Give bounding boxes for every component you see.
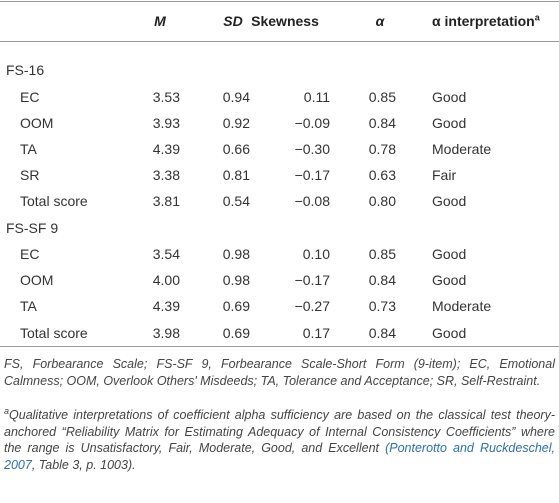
note-text: Qualitative interpretations of coefficie…	[4, 408, 555, 455]
table-cell: 0.85	[368, 246, 396, 262]
table-cell: 0.63	[368, 167, 396, 184]
alpha-note: aQualitative interpretations of coeffici…	[4, 405, 555, 473]
column-header: α	[375, 13, 385, 29]
table-cell: 3.53	[152, 88, 180, 105]
header-rule	[0, 41, 559, 42]
table-cell: 0.84	[368, 324, 396, 341]
table-cell: 0.69	[222, 298, 250, 315]
table-cell: 0.84	[368, 272, 396, 289]
row-label: Total score	[20, 324, 88, 341]
table-cell: 0.80	[368, 193, 396, 210]
table-cell: 0.17	[302, 324, 330, 341]
row-label: EC	[20, 246, 40, 262]
table-cell: 4.39	[152, 298, 180, 315]
top-rule	[0, 1, 559, 2]
table-cell: 0.78	[368, 140, 396, 157]
table-cell: −0.27	[294, 298, 330, 315]
table-cell: −0.17	[294, 167, 330, 184]
group-label: FS-SF 9	[6, 219, 59, 236]
row-label: SR	[20, 167, 40, 184]
column-header: α interpretationa	[432, 12, 540, 29]
table-cell: 3.54	[152, 246, 180, 262]
table-cell: 4.00	[152, 272, 180, 289]
table-cell: Good	[432, 114, 467, 131]
table-cell: 0.92	[222, 114, 250, 131]
column-header: Skewness	[251, 13, 319, 29]
table-cell: Moderate	[432, 140, 492, 157]
table-cell: 3.38	[152, 167, 180, 184]
row-label: EC	[20, 88, 40, 105]
table-cell: 0.94	[222, 88, 250, 105]
table-cell: 0.98	[222, 246, 250, 262]
table-cell: 4.39	[152, 140, 180, 157]
table-cell: 0.81	[222, 167, 250, 184]
table-cell: Good	[432, 324, 467, 341]
table-cell: 0.84	[368, 114, 396, 131]
table-cell: Good	[432, 272, 467, 289]
row-label: TA	[20, 140, 37, 157]
table-cell: 0.69	[222, 324, 250, 341]
table-cell: 0.98	[222, 272, 250, 289]
row-label: OOM	[20, 114, 54, 131]
table-cell: Moderate	[432, 298, 492, 315]
row-label: OOM	[20, 272, 54, 289]
table-cell: 3.81	[152, 193, 180, 210]
table-cell: 0.85	[368, 88, 396, 105]
table-cell: 3.98	[152, 324, 180, 341]
table-cell: −0.08	[294, 193, 330, 210]
note-marker: a	[4, 405, 10, 416]
table-cell: −0.30	[294, 140, 330, 157]
row-label: TA	[20, 298, 37, 315]
table-cell: 0.10	[302, 246, 330, 262]
group-label: FS-16	[6, 62, 45, 78]
bottom-rule	[0, 346, 559, 347]
table-cell: Good	[432, 246, 467, 262]
header-note-marker: a	[534, 12, 540, 23]
table-cell: 0.11	[303, 88, 330, 105]
note-text: , Table 3, p. 1003).	[31, 457, 136, 472]
table-cell: Good	[432, 193, 467, 210]
row-label: Total score	[20, 193, 88, 210]
table-cell: −0.17	[294, 272, 330, 289]
table-cell: 0.54	[222, 193, 250, 210]
table-cell: Fair	[432, 167, 457, 184]
column-header: M	[154, 13, 166, 29]
table-cell: 3.93	[152, 114, 180, 131]
table-cell: Good	[432, 88, 467, 105]
table-cell: −0.09	[294, 114, 330, 131]
column-header: SD	[223, 13, 243, 29]
abbreviations-note: FS, Forbearance Scale; FS-SF 9, Forbeara…	[4, 357, 555, 388]
citation-link[interactable]: (Ponterotto and Ruckdeschel, 2007	[4, 441, 555, 472]
table-cell: 0.73	[368, 298, 396, 315]
table-cell: 0.66	[222, 140, 250, 157]
